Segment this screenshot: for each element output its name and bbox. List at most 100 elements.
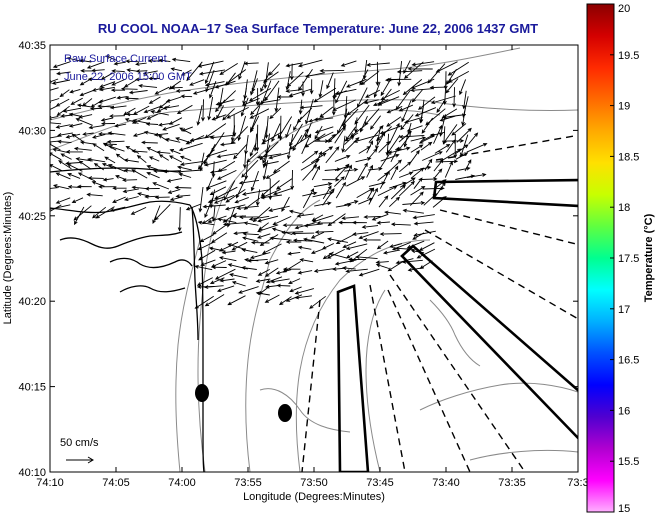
- coastline-shore: [191, 206, 199, 341]
- lane-boundary: [387, 289, 471, 472]
- current-vector: [334, 126, 346, 144]
- figure-title: RU COOL NOAA–17 Sea Surface Temperature:…: [98, 21, 538, 36]
- current-vector: [433, 158, 444, 172]
- current-vector: [435, 61, 458, 73]
- current-vector: [375, 260, 389, 265]
- current-vector: [250, 115, 260, 133]
- current-vector: [107, 131, 126, 136]
- current-vector: [170, 85, 183, 90]
- current-vector: [380, 89, 400, 100]
- current-vector: [86, 61, 105, 69]
- current-vector: [125, 59, 139, 64]
- y-axis-label: Latitude (Degrees:Minutes): [2, 192, 14, 325]
- surface-current-vectors: [50, 55, 488, 309]
- current-vector: [167, 188, 181, 194]
- current-vector: [288, 209, 305, 215]
- current-vector: [285, 124, 292, 139]
- current-vector: [262, 71, 279, 83]
- current-vector: [325, 133, 336, 143]
- current-vector: [384, 210, 401, 215]
- current-vector: [333, 176, 345, 187]
- current-vector: [302, 191, 318, 197]
- coastline-shore: [189, 204, 205, 472]
- current-vector: [143, 106, 161, 114]
- current-vector: [180, 94, 193, 99]
- current-vector: [315, 131, 334, 141]
- current-vector: [447, 61, 469, 76]
- current-vector: [346, 176, 366, 187]
- current-vector: [50, 98, 60, 104]
- current-vector: [91, 134, 106, 139]
- current-vector: [207, 215, 227, 224]
- current-vector: [255, 189, 261, 207]
- current-vector: [277, 116, 293, 139]
- current-vector: [382, 249, 400, 255]
- current-vector: [305, 98, 314, 125]
- current-vector: [158, 58, 171, 63]
- current-vector: [240, 97, 249, 117]
- current-vector: [406, 125, 423, 132]
- current-vector: [402, 208, 424, 214]
- current-vector: [248, 215, 270, 221]
- current-vector: [420, 141, 433, 151]
- current-vector: [132, 118, 151, 125]
- current-vector: [390, 222, 411, 227]
- current-vector: [287, 251, 301, 256]
- current-vector: [189, 79, 205, 86]
- current-vector: [215, 99, 235, 106]
- current-vector: [168, 155, 183, 163]
- current-vector: [311, 151, 322, 171]
- current-vector: [75, 117, 93, 126]
- overlay-time: June 22, 2006 15:00 GMT: [64, 71, 192, 83]
- current-vector: [165, 137, 181, 143]
- current-vector: [358, 268, 380, 277]
- current-vector: [444, 160, 453, 178]
- current-vector: [219, 63, 238, 75]
- current-vector: [209, 169, 227, 174]
- current-vector: [112, 186, 127, 191]
- current-vector: [299, 258, 314, 263]
- contour-line: [429, 299, 481, 367]
- overlay-title: Raw Surface Current: [64, 53, 167, 65]
- current-vector: [124, 96, 139, 101]
- current-vector: [178, 142, 203, 152]
- current-vector: [148, 156, 160, 162]
- current-vector: [162, 105, 180, 110]
- current-vector: [197, 220, 215, 226]
- current-vector: [62, 107, 82, 113]
- current-vector: [166, 177, 183, 183]
- current-vector: [387, 261, 404, 272]
- current-vector: [78, 160, 92, 170]
- current-vector: [168, 117, 183, 125]
- current-vector: [58, 160, 72, 170]
- current-vector: [325, 146, 340, 164]
- current-vector: [288, 278, 301, 285]
- temperature-colorbar: 20 19.5 19 18.5 18 17.5 17 16.5 16 15.5 15 Tempera…: [586, 3, 655, 515]
- current-vector: [388, 159, 402, 173]
- current-vector: [427, 63, 446, 84]
- current-vector: [265, 276, 283, 284]
- current-vector: [56, 71, 71, 76]
- current-vector: [335, 233, 357, 244]
- current-vector: [413, 230, 436, 237]
- current-vector: [146, 113, 158, 120]
- coastline-shore: [50, 200, 191, 214]
- current-vector: [375, 61, 380, 87]
- current-vector: [178, 172, 192, 178]
- current-vector: [82, 132, 94, 136]
- current-vector: [176, 165, 192, 171]
- current-vector: [271, 123, 281, 143]
- current-vector: [442, 124, 458, 145]
- current-vector: [154, 195, 170, 200]
- current-vector: [334, 88, 357, 95]
- current-vector: [345, 243, 368, 251]
- current-vector: [268, 152, 290, 160]
- current-vector: [351, 220, 367, 225]
- map-marker: [195, 384, 209, 402]
- current-vector: [209, 186, 227, 195]
- current-vector: [109, 206, 126, 212]
- current-vector: [211, 265, 227, 270]
- current-vector: [216, 285, 235, 293]
- current-vector: [233, 143, 248, 160]
- current-vector: [285, 89, 303, 93]
